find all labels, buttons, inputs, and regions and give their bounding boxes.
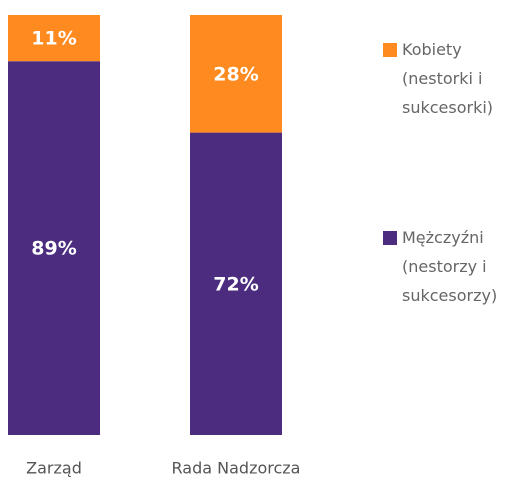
x-tick-label: Zarząd: [26, 459, 82, 478]
bar-segment: [8, 61, 100, 435]
bar-segment: [190, 132, 282, 435]
data-label: 89%: [31, 238, 76, 260]
legend-swatch: [383, 43, 397, 57]
legend-label: Kobiety (nestorki i sukcesorki): [402, 40, 494, 117]
legend-label: Mężczyźni (nestorzy i sukcesorzy): [402, 228, 498, 305]
data-label: 28%: [213, 63, 258, 85]
bar-segment: [8, 15, 100, 62]
data-label: 72%: [213, 273, 258, 295]
legend-swatch: [383, 231, 397, 245]
data-label: 11%: [31, 28, 76, 50]
legend-item: Kobiety (nestorki i sukcesorki): [383, 35, 523, 122]
bar-segment: [190, 15, 282, 133]
legend-item: Mężczyźni (nestorzy i sukcesorzy): [383, 223, 523, 310]
x-tick-label: Rada Nadzorcza: [172, 459, 301, 478]
